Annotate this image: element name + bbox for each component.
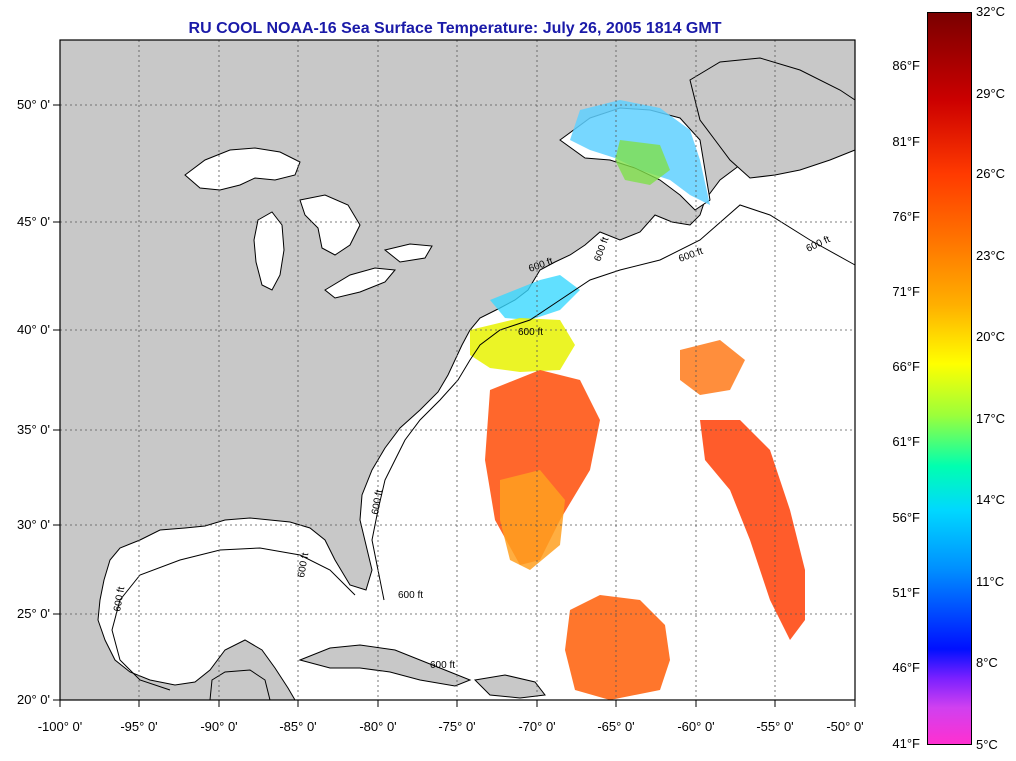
colorbar-label-fahrenheit: 71°F xyxy=(892,284,920,299)
sst-patch-gulfstream-orange xyxy=(500,470,565,570)
colorbar-label-celsius: 5°C xyxy=(976,737,998,752)
colorbar-label-celsius: 11°C xyxy=(976,574,1005,589)
lon-label: -55° 0' xyxy=(756,719,794,734)
contour-label: 600 ft xyxy=(430,660,455,671)
lake-huron xyxy=(299,194,361,256)
colorbar-label-celsius: 8°C xyxy=(976,655,998,670)
sst-patch-gulf-maine xyxy=(490,275,580,320)
colorbar-label-fahrenheit: 61°F xyxy=(892,434,920,449)
colorbar-label-fahrenheit: 46°F xyxy=(892,660,920,675)
lon-label: -60° 0' xyxy=(677,719,715,734)
colorbar-label-fahrenheit: 66°F xyxy=(892,359,920,374)
sst-patch-south xyxy=(565,595,670,700)
contour-label: 600 ft xyxy=(370,489,385,516)
colorbar-label-fahrenheit: 86°F xyxy=(892,58,920,73)
lake-ontario xyxy=(383,243,433,263)
axis-ticks xyxy=(53,104,856,707)
lat-label: 40° 0' xyxy=(17,322,50,337)
temperature-colorbar xyxy=(927,12,972,745)
lat-label: 30° 0' xyxy=(17,517,50,532)
lon-label: -80° 0' xyxy=(359,719,397,734)
contour-label: 600 ft xyxy=(112,586,127,613)
colorbar-label-celsius: 14°C xyxy=(976,492,1006,507)
contour-label: 600 ft xyxy=(518,327,543,338)
land-hispaniola xyxy=(473,674,546,699)
colorbar-label-celsius: 29°C xyxy=(976,86,1006,101)
contour-label: 600 ft xyxy=(398,590,423,601)
lat-label: 45° 0' xyxy=(17,214,50,229)
lat-label: 20° 0' xyxy=(17,692,50,707)
lon-label: -70° 0' xyxy=(518,719,556,734)
sst-patch-east xyxy=(700,420,805,640)
depth-contour-gulf xyxy=(111,547,356,691)
colorbar-label-fahrenheit: 81°F xyxy=(892,134,920,149)
map-title: RU COOL NOAA-16 Sea Surface Temperature:… xyxy=(188,20,722,37)
colorbar-label-celsius: 23°C xyxy=(976,248,1006,263)
lake-michigan xyxy=(253,211,285,291)
colorbar-label-fahrenheit: 76°F xyxy=(892,209,920,224)
depth-contour-600ft xyxy=(371,204,856,601)
colorbar-label-celsius: 32°C xyxy=(976,4,1006,19)
lon-label: -65° 0' xyxy=(597,719,635,734)
lon-label: -50° 0' xyxy=(826,719,864,734)
colorbar-label-fahrenheit: 41°F xyxy=(892,736,920,751)
colorbar-label-celsius: 17°C xyxy=(976,411,1006,426)
contour-label: 600 ft xyxy=(296,552,311,579)
sst-patch-lawrence-green xyxy=(615,140,670,185)
grid-lines xyxy=(60,40,855,700)
lon-label: -85° 0' xyxy=(279,719,317,734)
colorbar-label-fahrenheit: 51°F xyxy=(892,585,920,600)
land-labrador xyxy=(689,57,856,179)
colorbar-label-fahrenheit: 56°F xyxy=(892,510,920,525)
lon-label: -100° 0' xyxy=(37,719,83,734)
colorbar-label-celsius: 20°C xyxy=(976,329,1006,344)
sst-data xyxy=(470,100,805,700)
lake-erie xyxy=(324,267,396,299)
land-cuba xyxy=(298,644,472,687)
lake-superior xyxy=(184,147,301,191)
lat-label: 25° 0' xyxy=(17,606,50,621)
lat-label: 50° 0' xyxy=(17,97,50,112)
colorbar-label-celsius: 26°C xyxy=(976,166,1006,181)
lon-label: -75° 0' xyxy=(438,719,476,734)
sst-patch-shelf xyxy=(470,318,575,372)
lon-label: -90° 0' xyxy=(200,719,238,734)
lon-label: -95° 0' xyxy=(120,719,158,734)
lat-label: 35° 0' xyxy=(17,422,50,437)
